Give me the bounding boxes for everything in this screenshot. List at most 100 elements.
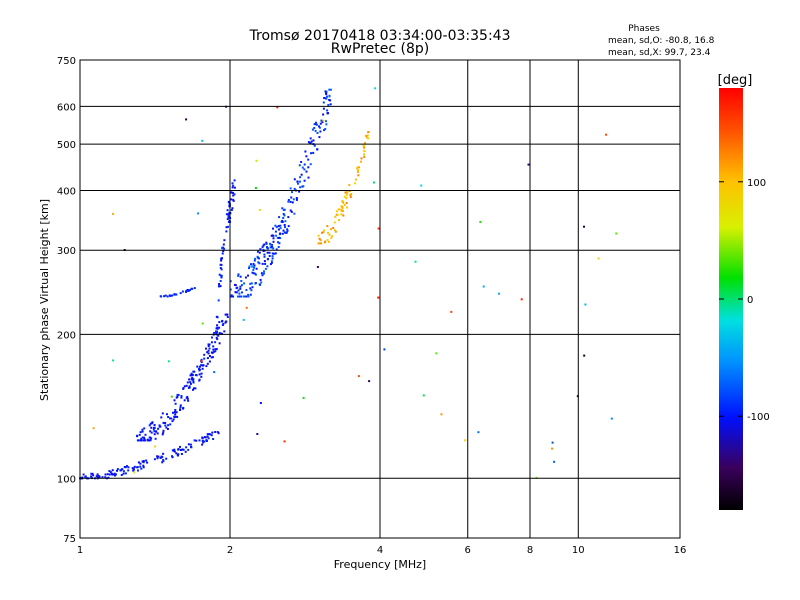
echo-point <box>366 134 369 137</box>
echo-point <box>249 287 252 290</box>
echo-point <box>266 251 269 254</box>
echo-point <box>303 179 306 182</box>
echo-point <box>133 471 136 474</box>
echo-point <box>282 229 285 232</box>
echo-point <box>583 225 585 228</box>
echo-point <box>136 466 139 469</box>
echo-point <box>275 234 278 237</box>
echo-point <box>357 375 360 378</box>
echo-point <box>92 427 95 430</box>
echo-point <box>277 228 280 231</box>
echo-point <box>348 184 351 186</box>
echo-point <box>325 90 328 93</box>
echo-point <box>326 95 328 98</box>
echo-point <box>283 231 286 234</box>
echo-point <box>319 239 322 242</box>
echo-point <box>363 146 366 149</box>
echo-point <box>319 242 322 245</box>
echo-point <box>368 380 371 383</box>
echo-point <box>149 430 152 433</box>
echo-point <box>287 225 290 228</box>
echo-point <box>345 197 348 200</box>
echo-point <box>174 402 177 405</box>
echo-point <box>360 157 363 160</box>
echo-point <box>237 273 240 276</box>
echo-point <box>284 226 286 229</box>
echo-point <box>334 230 337 233</box>
echo-point <box>383 348 386 351</box>
echo-point <box>219 274 222 277</box>
echo-point <box>230 198 233 201</box>
echo-point <box>206 440 208 442</box>
echo-point <box>187 443 190 446</box>
echo-point <box>346 206 348 209</box>
echo-point <box>343 204 346 206</box>
echo-point <box>214 350 217 353</box>
echo-point <box>182 448 185 451</box>
echo-point <box>198 367 200 370</box>
echo-point <box>326 225 329 228</box>
echo-point <box>203 440 206 443</box>
echo-point <box>263 253 266 256</box>
echo-point <box>328 233 331 236</box>
echo-point <box>271 255 274 258</box>
echo-point <box>307 176 310 179</box>
echo-point <box>198 379 201 382</box>
echo-point <box>261 274 264 277</box>
echo-point <box>167 360 170 363</box>
echo-point <box>173 293 176 296</box>
echo-point <box>344 191 347 194</box>
echo-point <box>179 406 182 409</box>
echo-point <box>289 200 292 203</box>
echo-point <box>250 289 253 292</box>
echo-point <box>230 209 233 211</box>
echo-point <box>84 475 87 478</box>
echo-point <box>240 295 242 298</box>
echo-point <box>440 413 443 416</box>
echo-point <box>420 184 423 187</box>
echo-point <box>312 139 315 142</box>
echo-point <box>159 456 162 459</box>
echo-point <box>156 455 159 458</box>
echo-point <box>187 399 190 402</box>
echo-point <box>250 282 253 285</box>
echo-point <box>210 434 213 437</box>
echo-point <box>328 95 331 98</box>
echo-point <box>200 375 203 378</box>
echo-point <box>551 447 554 450</box>
echo-point <box>212 348 215 351</box>
echo-point <box>265 242 268 245</box>
echo-point <box>191 376 194 379</box>
echo-point <box>357 169 359 172</box>
echo-point <box>143 438 146 441</box>
echo-point <box>266 265 269 268</box>
echo-point <box>232 199 235 202</box>
echo-point <box>326 239 329 241</box>
chart-subtitle: RwPretec (8p) <box>331 41 429 57</box>
echo-point <box>253 264 256 267</box>
echo-point <box>583 354 586 357</box>
echo-point <box>333 221 336 224</box>
echo-point <box>153 430 156 433</box>
echo-point <box>206 362 209 365</box>
echo-point <box>238 292 241 295</box>
echo-point <box>251 265 254 268</box>
echo-point <box>149 439 152 442</box>
echo-point <box>113 472 116 475</box>
echo-point <box>278 216 281 219</box>
echo-point <box>221 252 224 255</box>
echo-point <box>300 161 303 163</box>
echo-point <box>297 182 300 185</box>
echo-point <box>317 242 320 245</box>
chart-title: Tromsø 20170418 03:34:00-03:35:43 <box>249 28 511 44</box>
echo-point <box>124 466 127 469</box>
echo-point <box>341 206 344 208</box>
echo-point <box>315 121 317 124</box>
echo-point <box>157 455 160 458</box>
echo-point <box>341 200 344 203</box>
echo-point <box>235 291 238 294</box>
echo-point <box>202 441 205 444</box>
echo-point <box>186 289 189 292</box>
echo-point <box>208 343 211 346</box>
echo-point <box>264 267 267 270</box>
